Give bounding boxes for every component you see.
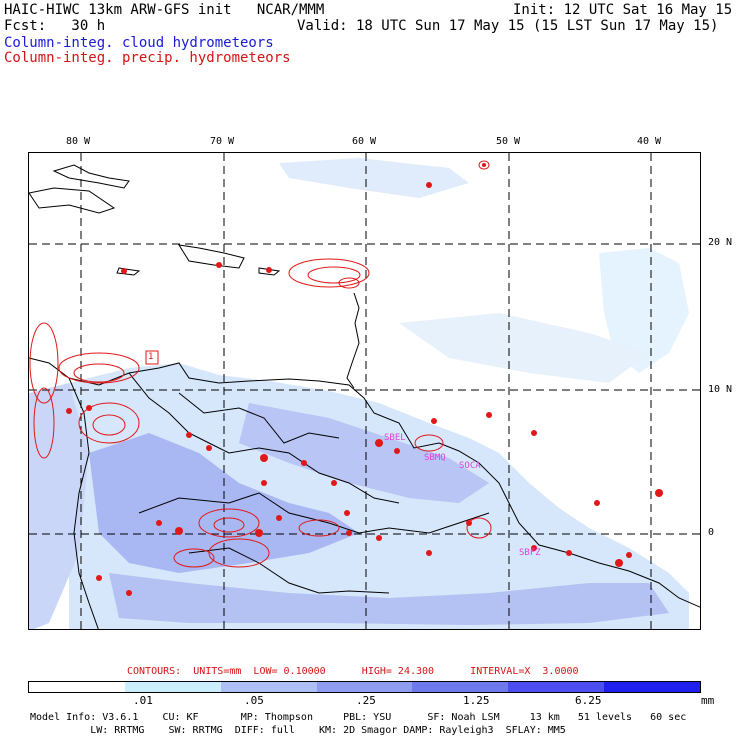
footer-model-info-2: LW: RRTMG SW: RRTMG DIFF: full KM: 2D Sm… bbox=[30, 725, 566, 736]
cloud-field-dense-3 bbox=[109, 573, 669, 625]
colorbar-bin-7 bbox=[604, 682, 701, 692]
coastlines bbox=[29, 164, 700, 629]
footer-model-info-1: Model Info: V3.6.1 CU: KF MP: Thompson P… bbox=[30, 712, 687, 723]
lon-label-80w: 80 W bbox=[66, 136, 91, 147]
lat-label-20n: 20 N bbox=[708, 237, 733, 248]
map-canvas bbox=[29, 153, 700, 629]
cloud-field-dense-2 bbox=[239, 403, 489, 503]
graticule bbox=[29, 153, 700, 629]
colorbar-tick-3: 1.25 bbox=[463, 694, 490, 707]
colorbar-tick-0: .01 bbox=[133, 694, 153, 707]
station-label-soca: SOCA bbox=[459, 461, 481, 471]
header-valid-time: Valid: 18 UTC Sun 17 May 15 (15 LST Sun … bbox=[297, 18, 719, 34]
lat-label-0: 0 bbox=[708, 527, 715, 538]
precip-cells bbox=[66, 163, 663, 596]
contour-info: CONTOURS: UNITS=mm LOW= 0.10000 HIGH= 24… bbox=[127, 666, 579, 677]
colorbar-bin-6 bbox=[508, 682, 605, 692]
header-init-time: Init: 12 UTC Sat 16 May 15 bbox=[513, 2, 733, 18]
lon-label-50w: 50 W bbox=[496, 136, 521, 147]
colorbar bbox=[28, 681, 701, 693]
colorbar-tick-2: .25 bbox=[356, 694, 376, 707]
cloud-field-caribbean-north bbox=[279, 158, 469, 198]
legend-cloud-field: Column-integ. cloud hydrometeors bbox=[4, 35, 274, 51]
legend-precip-field: Column-integ. precip. hydrometeors bbox=[4, 50, 291, 66]
colorbar-bin-1 bbox=[29, 682, 125, 692]
colorbar-bin-4 bbox=[316, 682, 413, 692]
colorbar-bin-5 bbox=[412, 682, 509, 692]
cloud-field-west-pacific bbox=[29, 383, 89, 629]
lat-label-10n: 10 N bbox=[708, 384, 733, 395]
station-label-sbmq: SBMQ bbox=[424, 453, 446, 463]
contour-value-label: 1 bbox=[148, 352, 154, 362]
header-title: HAIC-HIWC 13km ARW-GFS init NCAR/MMM bbox=[4, 2, 325, 18]
colorbar-bin-2 bbox=[124, 682, 221, 692]
precip-contours bbox=[29, 160, 492, 568]
station-label-sbel: SBEL bbox=[384, 433, 406, 443]
lon-label-70w: 70 W bbox=[210, 136, 235, 147]
colorbar-tick-4: 6.25 bbox=[575, 694, 602, 707]
colorbar-tick-1: .05 bbox=[244, 694, 264, 707]
cloud-field-atlantic-east bbox=[599, 248, 689, 373]
header-forecast-hour: Fcst: 30 h bbox=[4, 18, 106, 34]
colorbar-bin-3 bbox=[220, 682, 317, 692]
lon-label-60w: 60 W bbox=[352, 136, 377, 147]
lon-label-40w: 40 W bbox=[637, 136, 662, 147]
colorbar-unit: mm bbox=[701, 694, 715, 707]
cloud-field-atlantic-mid bbox=[399, 313, 649, 383]
forecast-map: SBEL SBMQ SOCA SBFZ 1 bbox=[28, 152, 701, 630]
station-label-sbfz: SBFZ bbox=[519, 548, 541, 558]
